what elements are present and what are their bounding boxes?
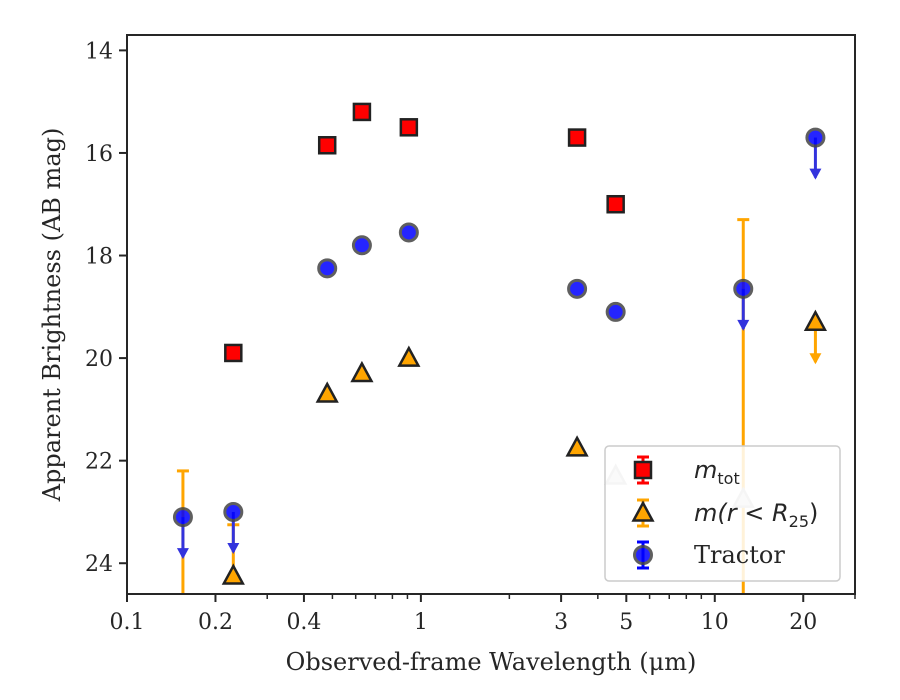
triangle-point-5: [565, 435, 589, 457]
x-tick-label-1: 1: [414, 610, 428, 635]
x-tick-label-0.4: 0.4: [286, 610, 321, 635]
circle-point-7-limit-arrow-head: [737, 319, 750, 331]
square-point-2: [352, 102, 372, 122]
triangle-point-8: [803, 309, 828, 331]
y-axis-label: Apparent Brightness (AB mag): [38, 128, 66, 503]
legend-label-2: Tractor: [694, 541, 785, 569]
circle-point-6: [605, 301, 626, 322]
legend-label-0: mtot: [694, 456, 740, 488]
legend-marker-square: [633, 460, 653, 480]
triangle-point-4: [397, 345, 421, 367]
plot-frame: [126, 34, 856, 595]
circle-point-0: [172, 507, 193, 528]
x-tick-label-0.2: 0.2: [198, 610, 233, 635]
circle-point-0-limit-arrow-head: [176, 548, 189, 560]
y-tick-label-16: 16: [85, 142, 113, 167]
square-point-0: [224, 343, 243, 363]
x-tick-label-3: 3: [554, 610, 568, 635]
square-point-5: [606, 194, 625, 214]
triangle-point-0: [173, 599, 192, 617]
circle-point-8-limit-arrow-head: [809, 168, 822, 180]
square-point-3: [399, 118, 419, 137]
series-m-tot: [224, 102, 625, 363]
y-tick-label-14: 14: [85, 39, 113, 64]
series-tractor: [172, 127, 826, 560]
legend: mtot m(r < R25) Tractor: [604, 445, 841, 582]
axes: 14 16 18 20 22 24 0.1 0.2 0.4 1 3 5 10 20 Observed-fra…: [38, 34, 856, 676]
legend-label-1: m(r < R25): [694, 499, 818, 531]
circle-point-7: [733, 278, 754, 299]
legend-marker-circle: [633, 545, 653, 565]
x-tick-label-10: 10: [701, 610, 729, 635]
circle-point-1-limit-arrow-head: [227, 542, 240, 554]
square-point-4: [567, 128, 587, 147]
circle-point-4: [398, 222, 419, 243]
square-point-1: [317, 136, 337, 155]
triangle-point-3: [350, 360, 374, 383]
y-tick-label-20: 20: [85, 347, 113, 372]
data-marks: [172, 102, 828, 617]
x-axis-label: Observed-frame Wavelength (μm): [286, 648, 697, 676]
x-tick-label-0.1: 0.1: [110, 610, 145, 635]
y-tick-label-18: 18: [85, 245, 113, 270]
circle-point-5: [567, 278, 588, 299]
x-tick-label-20: 20: [789, 610, 817, 635]
triangle-point-1: [221, 563, 245, 585]
x-tick-label-5: 5: [619, 610, 633, 635]
circle-point-2: [317, 258, 338, 279]
y-tick-label-22: 22: [85, 450, 113, 475]
circle-point-3: [351, 235, 372, 256]
triangle-point-8-limit-arrow-head: [809, 353, 822, 365]
series-m-r-r25-: [173, 218, 828, 617]
circle-point-1: [223, 501, 244, 522]
legend-marker-triangle: [631, 500, 655, 522]
circle-point-8: [805, 127, 826, 148]
y-tick-label-24: 24: [85, 552, 113, 577]
legend-box: [604, 445, 841, 582]
plot-area: [172, 102, 828, 617]
triangle-point-2: [315, 381, 339, 403]
